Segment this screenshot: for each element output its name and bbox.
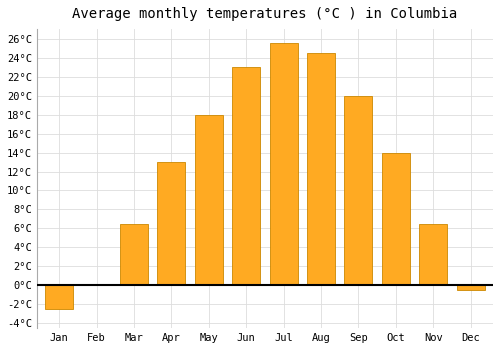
Bar — [456, 286, 484, 290]
Bar — [344, 96, 372, 286]
Bar — [307, 53, 335, 286]
Title: Average monthly temperatures (°C ) in Columbia: Average monthly temperatures (°C ) in Co… — [72, 7, 458, 21]
Bar — [382, 153, 410, 286]
Bar — [419, 224, 447, 286]
Bar — [232, 67, 260, 286]
Bar — [195, 114, 223, 286]
Bar — [270, 43, 297, 286]
Bar — [45, 286, 74, 309]
Bar — [120, 224, 148, 286]
Bar — [158, 162, 186, 286]
